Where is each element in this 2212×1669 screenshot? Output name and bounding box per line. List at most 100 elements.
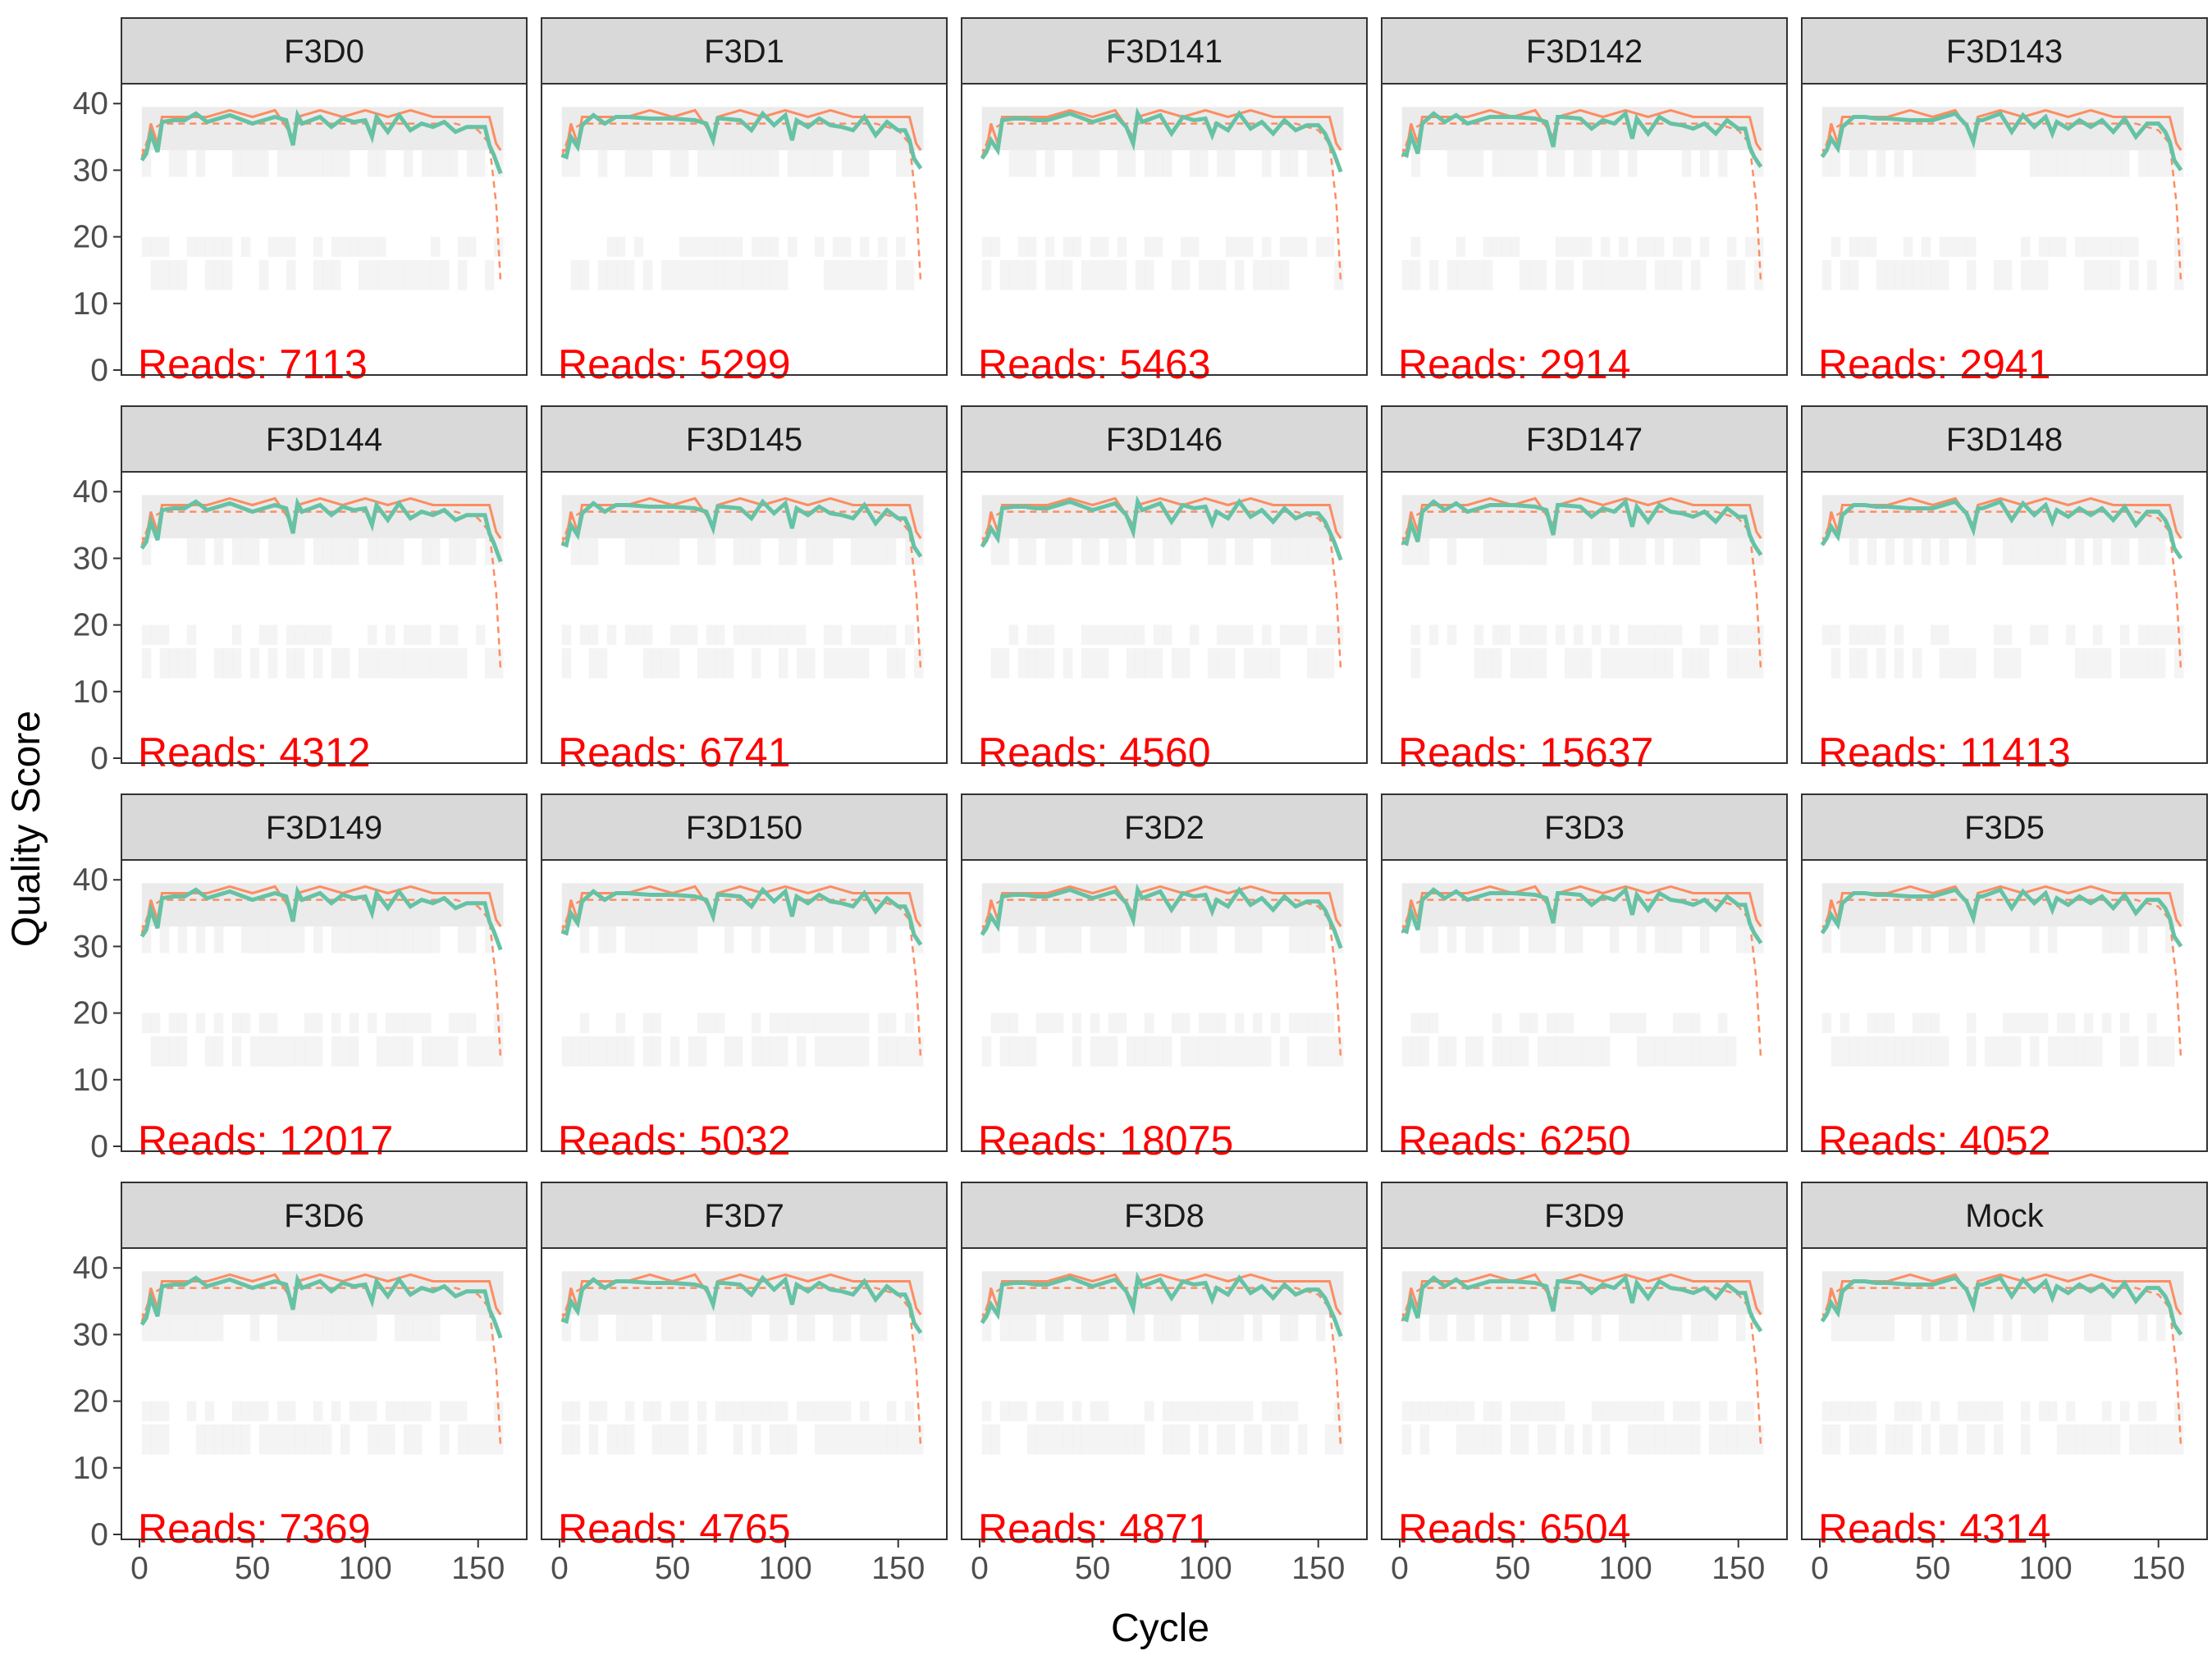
reads-label: Reads: 11413: [1818, 729, 2071, 775]
x-tick-label: 150: [2132, 1551, 2185, 1586]
panel-title: F3D3: [1544, 810, 1625, 846]
quality-heatmap: [1401, 1271, 1764, 1455]
facet-panel-F3D2: F3D2 Reads: 18075: [961, 793, 1368, 1164]
reads-label: Reads: 4871: [978, 1506, 1211, 1552]
panel-border: [961, 83, 1368, 376]
facet-panel-F3D141: F3D141 Reads: 5463: [961, 17, 1368, 387]
facet-panel-F3D1: F3D1 Reads: 5299: [541, 17, 948, 387]
mean-line: [139, 885, 503, 951]
panel-border: [121, 83, 528, 376]
panel-strip: [1801, 793, 2208, 861]
panel-border: [1801, 471, 2208, 764]
x-tick-label: 0: [1391, 1551, 1409, 1586]
panel-title: Mock: [1965, 1198, 2045, 1234]
mean-line: [139, 496, 503, 563]
panel-border: [961, 1247, 1368, 1540]
x-tick-label: 100: [339, 1551, 392, 1586]
quality-heatmap: [1401, 107, 1764, 290]
y-tick-label: 0: [90, 1517, 108, 1552]
panel-border: [541, 471, 948, 764]
quartile-line: [560, 122, 922, 284]
reads-label: Reads: 18075: [978, 1118, 1233, 1164]
x-tick-label: 100: [2019, 1551, 2073, 1586]
reads-label: Reads: 5032: [558, 1118, 791, 1164]
panel-strip: [1801, 1182, 2208, 1249]
x-tick-label: 0: [971, 1551, 989, 1586]
facet-panel-F3D150: F3D150 Reads: 5032: [541, 793, 948, 1164]
reads-label: Reads: 4312: [138, 729, 371, 775]
x-tick-label: 150: [871, 1551, 925, 1586]
reads-label: Reads: 5299: [558, 341, 791, 387]
facet-panel-F3D142: F3D142 Reads: 2914: [1381, 17, 1788, 387]
panel-border: [961, 859, 1368, 1152]
panel-border: [1381, 1247, 1788, 1540]
panel-title: F3D2: [1124, 810, 1204, 846]
y-tick-label: 40: [73, 474, 108, 510]
panel-strip: [541, 405, 948, 473]
panel-strip: [961, 405, 1368, 473]
facet-panel-F3D144: F3D144 Reads: 4312 0 10 20 30 40: [73, 405, 528, 776]
panel-strip: [961, 1182, 1368, 1249]
mean-line: [980, 495, 1343, 561]
x-tick-label: 50: [235, 1551, 270, 1586]
panel-title: F3D8: [1124, 1198, 1204, 1234]
x-tick-label: 150: [451, 1551, 505, 1586]
panel-border: [541, 83, 948, 376]
x-tick-label: 0: [130, 1551, 149, 1586]
panel-border: [1381, 859, 1788, 1152]
panel-border: [121, 1247, 528, 1540]
mean-line: [1401, 497, 1763, 556]
panel-title: F3D145: [686, 422, 802, 458]
mean-line: [1401, 109, 1763, 168]
mean-line: [1401, 885, 1763, 944]
mean-line: [1820, 499, 2183, 560]
x-tick-label: 100: [1179, 1551, 1232, 1586]
facet-panel-F3D146: F3D146 Reads: 4560: [961, 405, 1368, 775]
y-tick-label: 10: [73, 286, 108, 322]
mean-line: [1820, 111, 2183, 171]
mean-line: [560, 886, 923, 946]
y-tick-label: 30: [73, 1317, 108, 1352]
mean-line: [560, 498, 923, 558]
panel-border: [1801, 1247, 2208, 1540]
quality-heatmap: [1821, 107, 2184, 290]
quartile-line: [560, 899, 922, 1060]
quartile-line: [560, 1287, 922, 1448]
panel-strip: [121, 405, 528, 473]
x-tick-label: 100: [759, 1551, 812, 1586]
x-tick-label: 0: [1811, 1551, 1829, 1586]
panel-title: F3D147: [1526, 422, 1643, 458]
panel-strip: [541, 17, 948, 85]
panel-title: F3D6: [284, 1198, 364, 1234]
y-tick-label: 0: [90, 1129, 108, 1164]
facet-panel-F3D0: F3D0 Reads: 7113 0 10 20 30 40: [73, 17, 528, 388]
y-tick-label: 10: [73, 1451, 108, 1486]
y-axis-title: Quality Score: [5, 711, 48, 947]
panel-title: F3D149: [266, 810, 382, 846]
facet-panel-F3D145: F3D145 Reads: 6741: [541, 405, 948, 775]
panel-strip: [541, 793, 948, 861]
quality-heatmap: [561, 1271, 924, 1455]
reads-label: Reads: 6504: [1398, 1506, 1631, 1552]
panel-border: [1381, 83, 1788, 376]
panel-title: F3D146: [1106, 422, 1223, 458]
quality-heatmap: [981, 107, 1344, 290]
panel-border: [121, 859, 528, 1152]
facet-panel-F3D143: F3D143 Reads: 2941: [1801, 17, 2208, 387]
y-tick-label: 10: [73, 1063, 108, 1098]
x-tick-label: 50: [1495, 1551, 1530, 1586]
y-tick-label: 20: [73, 608, 108, 643]
panel-strip: [961, 17, 1368, 85]
panel-border: [121, 471, 528, 764]
reads-label: Reads: 4052: [1818, 1118, 2051, 1164]
reads-label: Reads: 4314: [1818, 1506, 2051, 1552]
facet-panel-F3D5: F3D5 Reads: 4052: [1801, 793, 2208, 1164]
mean-line: [560, 1274, 923, 1334]
panel-title: F3D0: [284, 34, 364, 70]
mean-line: [1820, 887, 2183, 948]
panel-strip: [121, 17, 528, 85]
